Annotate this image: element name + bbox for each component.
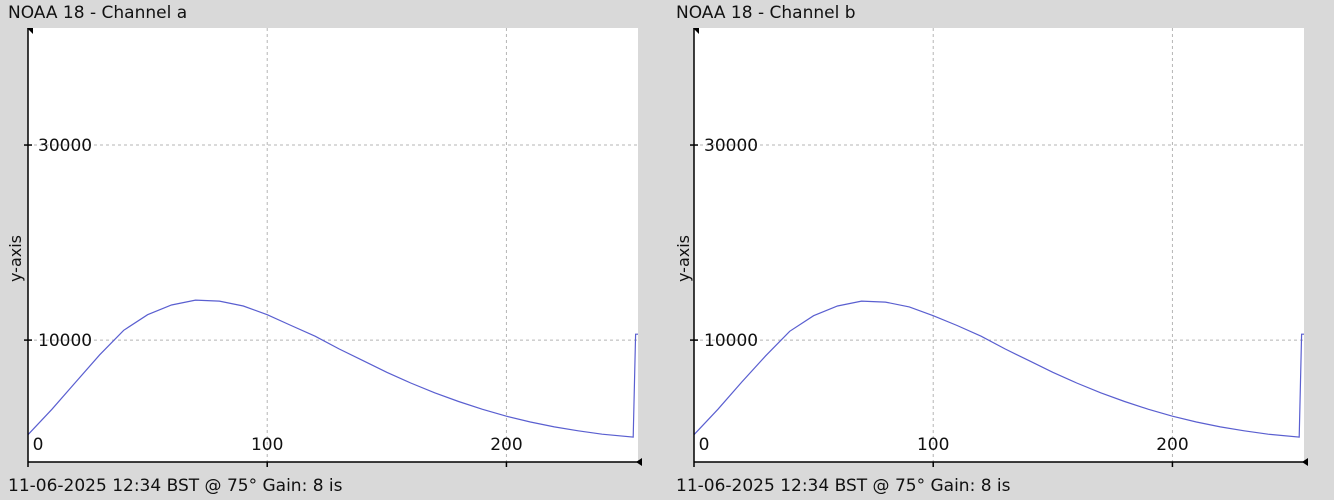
series-line xyxy=(693,300,1304,438)
x-axis-arrow xyxy=(636,458,642,466)
x-tick-label: 100 xyxy=(251,435,283,455)
x-tick-label: 0 xyxy=(699,435,710,455)
chart-plot-b: 0 100 200 10000 30000 xyxy=(690,28,1308,467)
y-tick-label: 10000 xyxy=(704,331,758,351)
y-axis-arrow xyxy=(693,28,699,34)
y-axis-arrow xyxy=(27,28,33,34)
y-tick-label: 30000 xyxy=(704,136,758,156)
status-footer: 11-06-2025 12:34 BST @ 75° Gain: 8 is xyxy=(8,476,343,496)
x-tick-label: 100 xyxy=(917,435,949,455)
chart-title: NOAA 18 - Channel b xyxy=(676,3,856,23)
series-line xyxy=(27,299,638,438)
x-axis-arrow xyxy=(1302,458,1308,466)
y-tick-label: 30000 xyxy=(38,136,92,156)
status-footer: 11-06-2025 12:34 BST @ 75° Gain: 8 is xyxy=(676,476,1011,496)
x-tick-label: 200 xyxy=(1156,435,1188,455)
chart-panel-a: NOAA 18 - Channel a y-axis 0 100 200 10000 3… xyxy=(6,3,642,496)
plot-area xyxy=(28,28,638,462)
chart-plot-a: 0 100 200 10000 30000 xyxy=(24,28,642,467)
chart-title: NOAA 18 - Channel a xyxy=(8,3,188,23)
y-tick-label: 10000 xyxy=(38,331,92,351)
x-tick-label: 0 xyxy=(33,435,44,455)
chart-panel-b: NOAA 18 - Channel b y-axis 0 100 200 10000 3… xyxy=(667,0,1334,500)
x-tick-label: 200 xyxy=(490,435,522,455)
plot-area xyxy=(694,28,1304,462)
